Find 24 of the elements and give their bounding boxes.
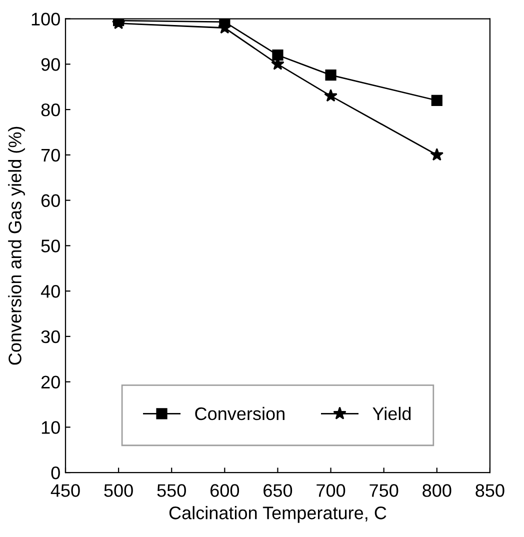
y-axis-title: Conversion and Gas yield (%) (8, 126, 25, 365)
x-tick-label: 800 (422, 484, 452, 497)
x-tick-label: 700 (316, 484, 346, 497)
y-tick-label: 30 (41, 330, 60, 344)
legend-label: Yield (372, 406, 411, 420)
y-tick-label: 90 (41, 58, 60, 71)
y-tick-label: 10 (42, 421, 60, 434)
y-tick-label: 50 (41, 240, 60, 252)
y-tick-label: 80 (41, 103, 60, 116)
y-tick-label: 70 (41, 148, 60, 162)
x-tick-label: 600 (210, 484, 240, 497)
y-tick-label: 0 (51, 466, 60, 480)
y-tick-label: 40 (40, 284, 60, 298)
x-tick-label: 450 (50, 484, 80, 497)
x-tick-label: 850 (476, 484, 504, 497)
x-axis-title: Calcination Temperature, C (169, 506, 386, 523)
x-tick-label: 550 (157, 484, 186, 497)
y-tick-label: 100 (32, 12, 60, 26)
x-tick-label: 500 (104, 484, 133, 497)
legend-label: Conversion (195, 406, 284, 420)
x-tick-label: 750 (370, 484, 398, 497)
y-tick-label: 20 (41, 376, 60, 389)
x-tick-label: 650 (264, 484, 292, 497)
y-tick-label: 60 (41, 194, 60, 208)
